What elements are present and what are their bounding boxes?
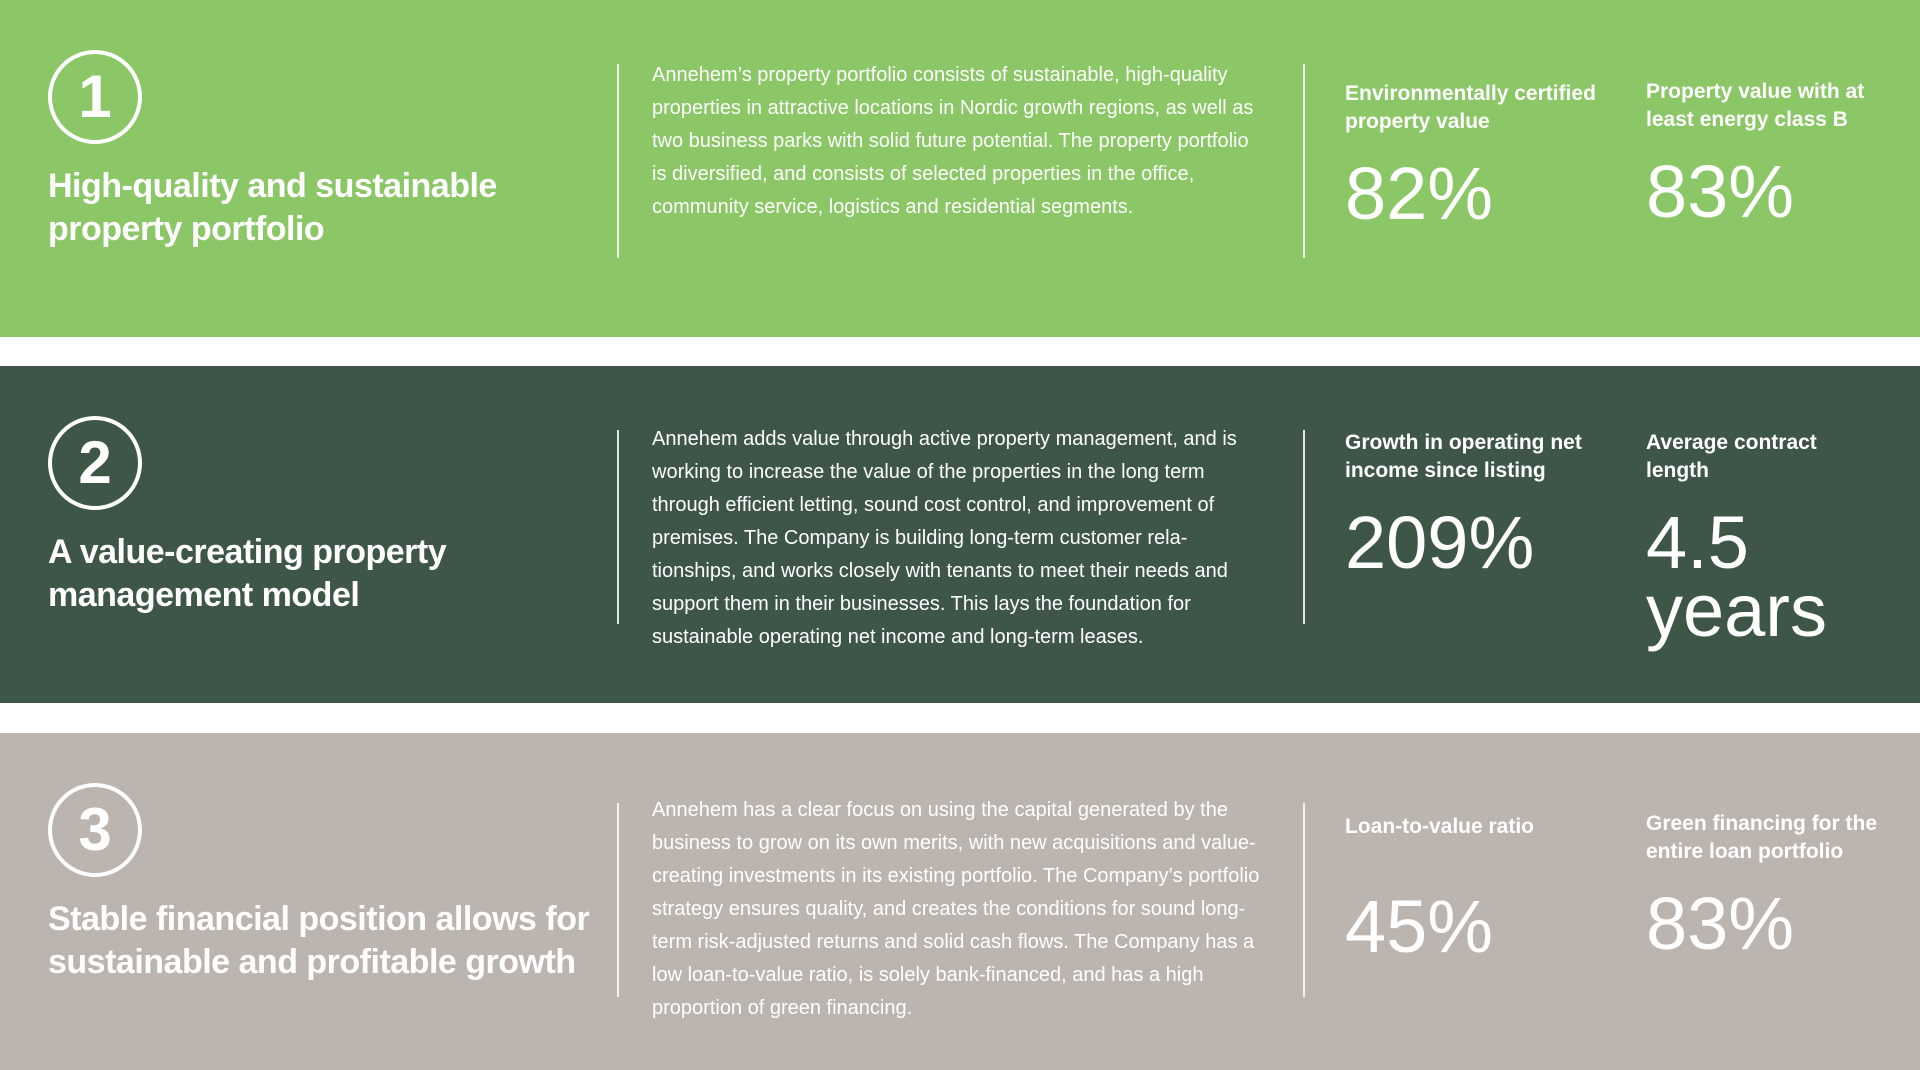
section-3-band: 3 Stable financial position allows for s… — [0, 733, 1920, 1070]
number-circle-icon: 2 — [48, 416, 142, 510]
stat-value: 83% — [1646, 882, 1795, 965]
stat-label: Growth in operating net income since lis… — [1345, 431, 1582, 482]
section-1-band: 1 High-quality and sustainable property … — [0, 0, 1920, 337]
divider — [617, 430, 619, 624]
section-body: Annehem has a clear focus on using the c… — [652, 799, 1260, 1019]
section-title: Stable financial position allows for sus… — [48, 900, 590, 981]
stat-value: 82% — [1345, 152, 1494, 235]
divider — [1303, 430, 1305, 624]
stat-value: 209% — [1345, 501, 1535, 584]
section-body: Annehem’s property portfolio consists of… — [652, 64, 1254, 218]
stat-contract-length: Average contract length 4.5 years — [1646, 429, 1846, 652]
section-2-band: 2 A value-creating property management m… — [0, 366, 1920, 703]
divider — [617, 64, 619, 258]
stat-value: 4.5 years — [1646, 501, 1827, 652]
stat-value: 45% — [1345, 885, 1494, 968]
divider — [617, 803, 619, 997]
divider — [1303, 64, 1305, 258]
stat-label: Property value with at least energy clas… — [1646, 80, 1865, 131]
stat-loan-to-value: Loan-to-value ratio 45% — [1345, 813, 1615, 968]
stat-certified-value: Environmentally certified property value… — [1345, 80, 1615, 235]
section-body: Annehem adds value through active proper… — [652, 428, 1237, 648]
section-title: High-quality and sustainable property po… — [48, 167, 497, 248]
number-circle-icon: 3 — [48, 783, 142, 877]
stat-value: 83% — [1646, 150, 1795, 233]
stat-label: Average contract length — [1646, 431, 1817, 482]
stat-label: Green financing for the entire loan port… — [1646, 812, 1878, 863]
stat-noi-growth: Growth in operating net income since lis… — [1345, 429, 1595, 584]
stat-energy-class: Property value with at least energy clas… — [1646, 78, 1886, 233]
stat-label: Loan-to-value ratio — [1345, 815, 1535, 838]
divider — [1303, 803, 1305, 997]
stat-label: Environmentally certified property value — [1345, 82, 1596, 133]
section-title: A value-creating property management mod… — [48, 533, 447, 614]
number-circle-icon: 1 — [48, 50, 142, 144]
stat-green-financing: Green financing for the entire loan port… — [1646, 810, 1896, 965]
